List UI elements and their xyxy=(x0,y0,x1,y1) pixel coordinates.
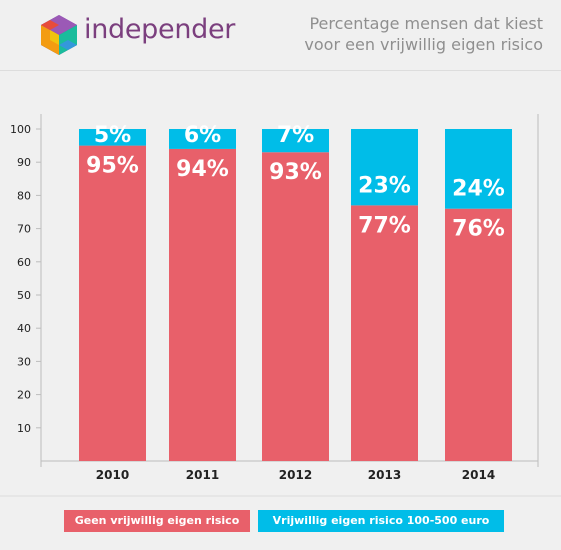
x-tick-label-2010: 2010 xyxy=(96,468,129,482)
bar-2011-vrijwillig xyxy=(169,129,236,149)
bar-2012-geen xyxy=(262,152,329,461)
x-tick-label-2011: 2011 xyxy=(186,468,219,482)
y-tick-label-40: 40 xyxy=(17,322,31,335)
bar-2014-vrijwillig xyxy=(445,129,512,209)
y-tick-label-90: 90 xyxy=(17,156,31,169)
y-tick-label-50: 50 xyxy=(17,289,31,302)
y-tick-label-70: 70 xyxy=(17,223,31,236)
independer-logo-icon xyxy=(41,15,77,55)
bar-2014-geen xyxy=(445,208,512,461)
stacked-bar-chart: 10 20 30 40 50 60 70 80 90 100 95% 5% 2010 94% 6% 2011 9… xyxy=(0,100,561,497)
x-tick-label-2014: 2014 xyxy=(462,468,495,482)
y-tick-label-10: 10 xyxy=(17,422,31,435)
data-label-2014-geen: 76% xyxy=(452,217,505,242)
legend-item-vrijwillig: Vrijwillig eigen risico 100-500 euro xyxy=(258,510,504,532)
bar-2013-geen xyxy=(351,205,418,461)
bar-2012-vrijwillig xyxy=(262,129,329,153)
data-label-2011-geen: 94% xyxy=(176,157,229,182)
data-label-2012-vrijwillig: 7% xyxy=(277,123,314,148)
y-tick-label-60: 60 xyxy=(17,256,31,269)
data-label-2011-vrijwillig: 6% xyxy=(184,123,221,148)
bar-2011-geen xyxy=(169,148,236,462)
bar-2013-vrijwillig xyxy=(351,129,418,206)
y-tick-label-80: 80 xyxy=(17,189,31,202)
chart-title: Percentage mensen dat kiest voor een vri… xyxy=(243,13,543,55)
chart-title-line-1: Percentage mensen dat kiest xyxy=(309,14,543,33)
legend-item-geen: Geen vrijwillig eigen risico xyxy=(64,510,250,532)
brand-name: independer xyxy=(84,14,236,45)
x-tick-label-2012: 2012 xyxy=(279,468,312,482)
bar-2010-vrijwillig xyxy=(79,129,146,146)
data-label-2013-vrijwillig: 23% xyxy=(358,173,411,198)
y-tick-label-30: 30 xyxy=(17,355,31,368)
data-label-2010-geen: 95% xyxy=(86,154,139,179)
data-label-2012-geen: 93% xyxy=(269,160,322,185)
chart-title-line-2: voor een vrijwillig eigen risico xyxy=(304,35,543,54)
x-tick-label-2013: 2013 xyxy=(368,468,401,482)
bar-2010-geen xyxy=(79,145,146,461)
legend: Geen vrijwillig eigen risico Vrijwillig … xyxy=(0,508,561,536)
y-tick-label-20: 20 xyxy=(17,389,31,402)
data-label-2013-geen: 77% xyxy=(358,213,411,238)
y-tick-label-100: 100 xyxy=(10,123,31,136)
data-label-2014-vrijwillig: 24% xyxy=(452,177,505,202)
data-label-2010-vrijwillig: 5% xyxy=(94,123,131,148)
header: independer Percentage mensen dat kiest v… xyxy=(0,0,561,71)
